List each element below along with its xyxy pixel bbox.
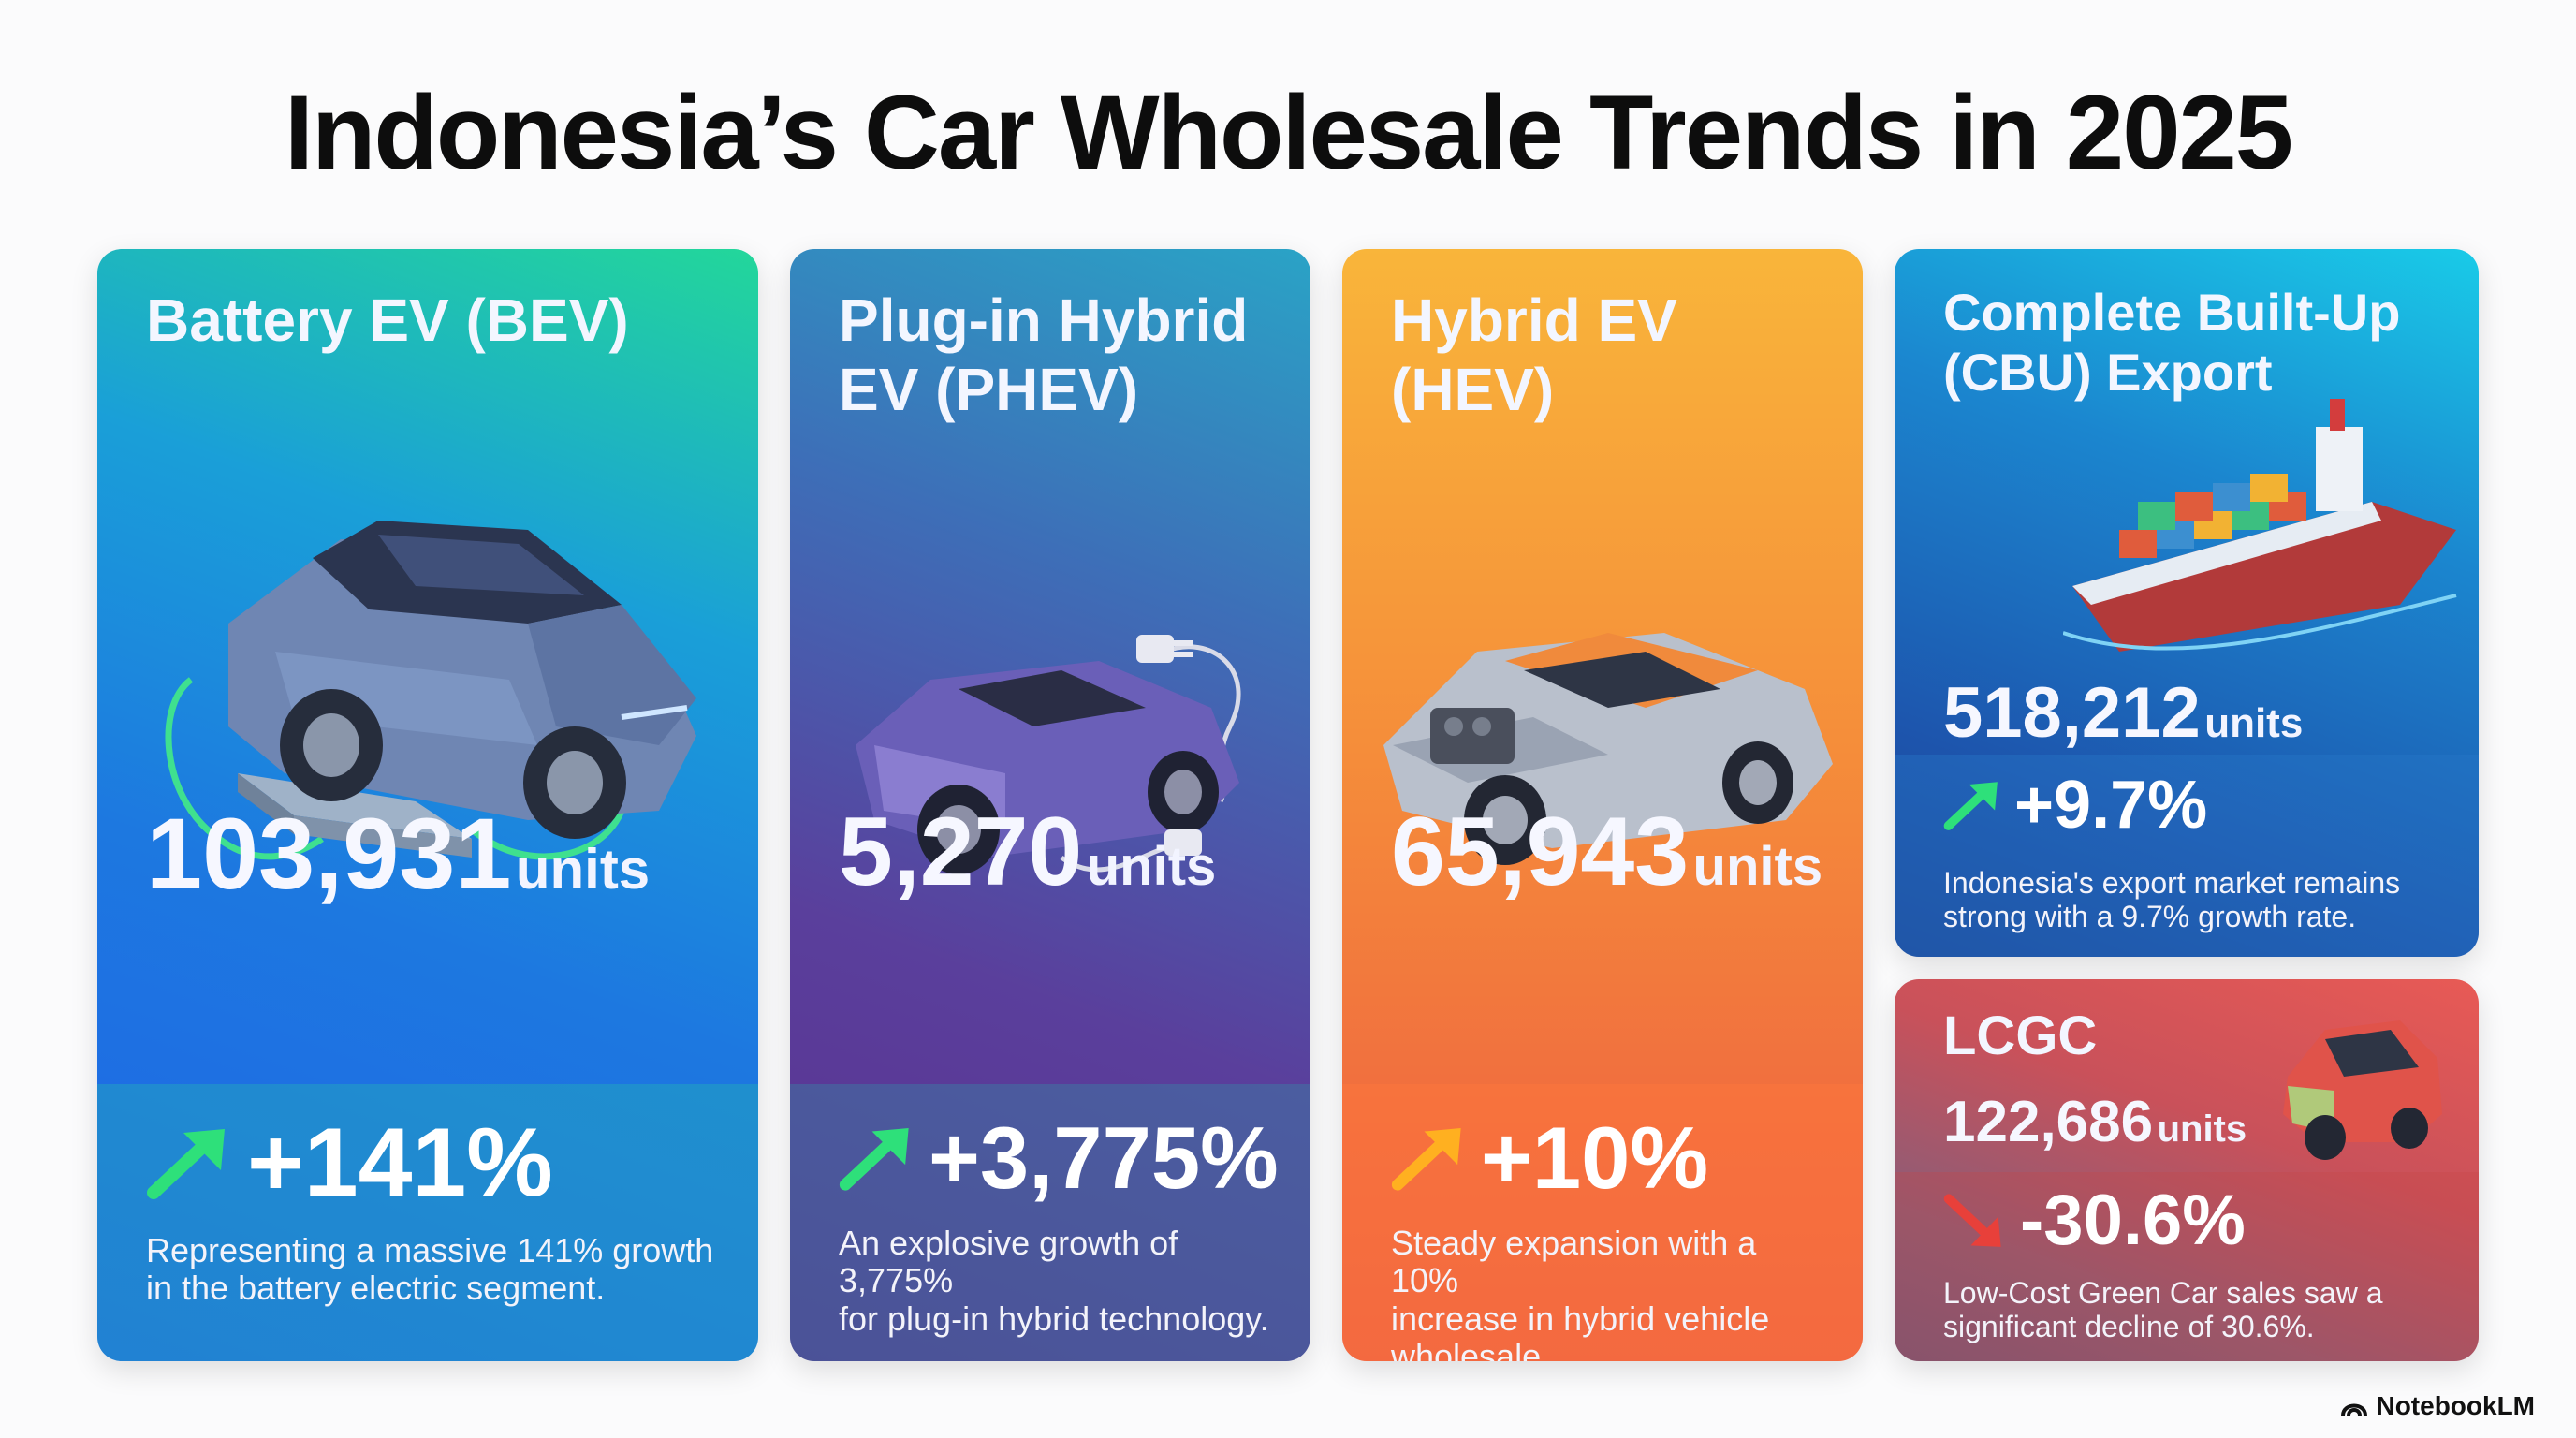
plug-in-sports-car-illustration — [856, 635, 1241, 874]
phev-units: 5,270 units — [839, 803, 1216, 901]
footer-brand: NotebookLM — [2376, 1391, 2535, 1420]
bev-units-value: 103,931 — [146, 797, 512, 910]
cbu-units-value: 518,212 — [1943, 673, 2201, 753]
lcgc-title: LCGC — [1943, 1005, 2098, 1066]
cbu-description: Indonesia's export market remains strong… — [1943, 866, 2441, 934]
city-car-illustration — [2283, 1020, 2442, 1160]
lcgc-desc-line-1: Low-Cost Green Car sales saw a — [1943, 1276, 2383, 1310]
phev-growth: +3,775% — [929, 1108, 1279, 1207]
lcgc-growth-band: -30.6% Low-Cost Green Car sales saw a si… — [1895, 1172, 2479, 1361]
cbu-title-line-1: Complete Built-Up — [1943, 283, 2401, 342]
notebooklm-branding: NotebookLM — [2340, 1391, 2535, 1421]
bev-desc-line-1: Representing a massive 141% growth — [146, 1231, 714, 1269]
hev-desc-line-1: Steady expansion with a 10% — [1391, 1224, 1757, 1300]
trend-up-arrow-icon — [147, 1129, 225, 1199]
cbu-title-line-2: (CBU) Export — [1943, 343, 2273, 403]
page-title: Indonesia’s Car Wholesale Trends in 2025 — [284, 74, 2293, 191]
bev-units: 103,931 units — [146, 803, 650, 904]
hev-description: Steady expansion with a 10% increase in … — [1391, 1224, 1825, 1361]
lcgc-growth: -30.6% — [2020, 1181, 2246, 1260]
trend-up-arrow-icon — [1943, 782, 1998, 830]
hev-units-value: 65,943 — [1391, 798, 1690, 906]
cbu-desc-line-2: strong with a 9.7% growth rate. — [1943, 899, 2357, 933]
cbu-title: Complete Built-Up (CBU) Export — [1943, 283, 2400, 404]
phev-title: Plug-in Hybrid EV (PHEV) — [839, 286, 1248, 424]
lcgc-units: 122,686 units — [1943, 1093, 2247, 1152]
phev-title-line-2: EV (PHEV) — [839, 355, 1139, 423]
phev-card: Plug-in Hybrid EV (PHEV) 5,270 units +3,… — [790, 249, 1310, 1361]
hev-units: 65,943 units — [1391, 803, 1822, 901]
cbu-units: 518,212 units — [1943, 678, 2303, 749]
bev-growth: +141% — [247, 1108, 553, 1217]
hev-desc-line-2: increase in hybrid vehicle — [1391, 1299, 1770, 1338]
trend-up-arrow-icon — [1391, 1128, 1461, 1191]
cargo-ship-illustration — [2063, 399, 2457, 652]
phev-desc-line-2: for plug-in hybrid technology. — [839, 1299, 1269, 1338]
bev-description: Representing a massive 141% growth in th… — [146, 1231, 721, 1308]
hev-card: Hybrid EV (HEV) 65,943 units +10% Steady… — [1342, 249, 1863, 1361]
phev-title-line-1: Plug-in Hybrid — [839, 286, 1249, 354]
hev-units-label: units — [1692, 836, 1823, 897]
phev-units-value: 5,270 — [839, 798, 1083, 906]
bev-units-label: units — [515, 838, 651, 901]
notebooklm-logo-icon — [2341, 1403, 2368, 1416]
phev-desc-line-1: An explosive growth of 3,775% — [839, 1224, 1178, 1300]
hybrid-sedan-illustration — [1383, 633, 1833, 865]
lcgc-card: LCGC 122,686 units -30.6% Low-Cost Green… — [1895, 979, 2479, 1361]
hev-title: Hybrid EV (HEV) — [1391, 286, 1677, 424]
lcgc-description: Low-Cost Green Car sales saw a significa… — [1943, 1276, 2441, 1344]
bev-desc-line-2: in the battery electric segment. — [146, 1269, 606, 1308]
hev-growth-band: +10% Steady expansion with a 10% increas… — [1342, 1084, 1863, 1361]
hev-title-line-1: Hybrid EV — [1391, 286, 1677, 354]
hev-title-line-2: (HEV) — [1391, 355, 1555, 423]
lcgc-units-label: units — [2157, 1108, 2247, 1150]
cbu-units-label: units — [2204, 700, 2304, 746]
cbu-export-card: Complete Built-Up (CBU) Export 518,212 u… — [1895, 249, 2479, 957]
electric-suv-illustration — [165, 521, 696, 860]
cbu-desc-line-1: Indonesia's export market remains — [1943, 866, 2401, 900]
trend-up-arrow-icon — [839, 1128, 909, 1191]
lcgc-units-value: 122,686 — [1943, 1090, 2154, 1154]
bev-card: Battery EV (BEV) 103,931 units +141% Rep — [97, 249, 758, 1361]
bev-growth-band: +141% Representing a massive 141% growth… — [97, 1084, 758, 1361]
hev-desc-line-3: wholesale. — [1391, 1336, 1551, 1361]
phev-description: An explosive growth of 3,775% for plug-i… — [839, 1224, 1273, 1338]
hev-growth: +10% — [1481, 1108, 1709, 1207]
phev-units-label: units — [1086, 836, 1217, 897]
lcgc-desc-line-2: significant decline of 30.6%. — [1943, 1309, 2315, 1343]
phev-growth-band: +3,775% An explosive growth of 3,775% fo… — [790, 1084, 1310, 1361]
cbu-growth: +9.7% — [2014, 768, 2208, 843]
bev-title: Battery EV (BEV) — [146, 286, 629, 354]
trend-down-arrow-icon — [1943, 1194, 2001, 1247]
cbu-growth-band: +9.7% Indonesia's export market remains … — [1895, 755, 2479, 957]
